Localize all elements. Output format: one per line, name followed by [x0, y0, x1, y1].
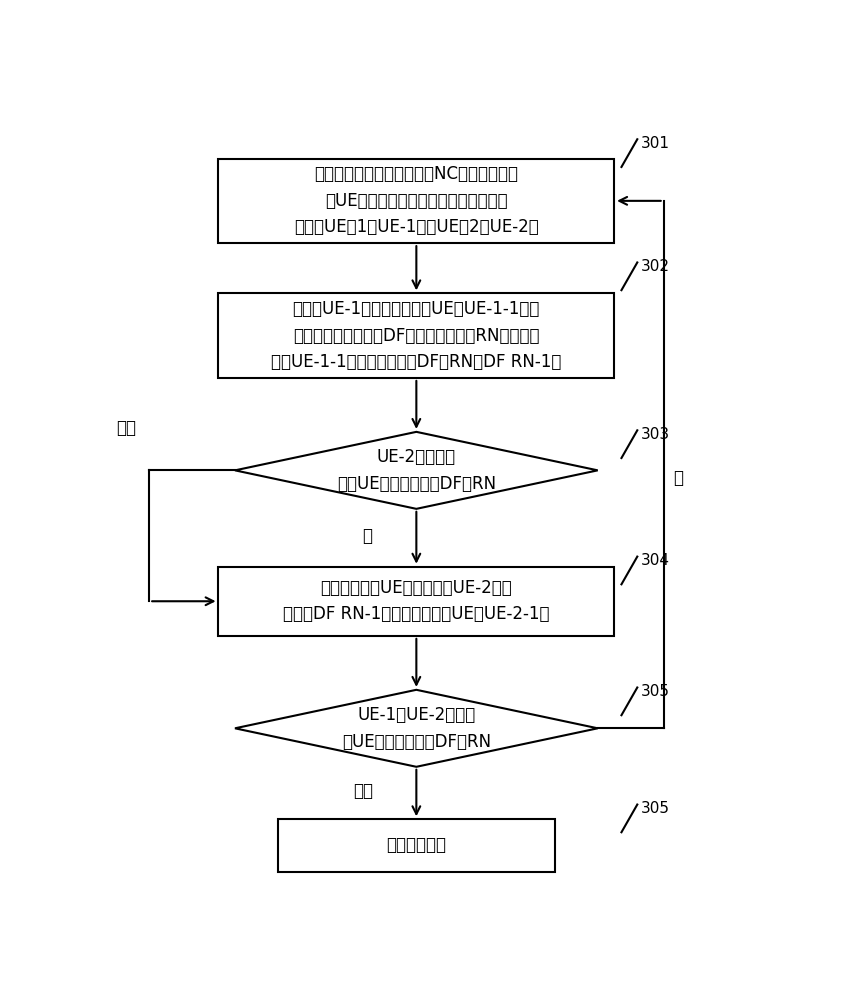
Text: 301: 301 — [641, 136, 670, 151]
FancyBboxPatch shape — [219, 293, 614, 378]
Text: 没有: 没有 — [353, 782, 374, 800]
Text: 303: 303 — [641, 427, 670, 442]
Text: UE-2中是否有
剩余UE未选取对应的DF式RN: UE-2中是否有 剩余UE未选取对应的DF式RN — [337, 448, 496, 493]
Text: 有: 有 — [674, 469, 683, 487]
FancyBboxPatch shape — [277, 819, 555, 872]
Polygon shape — [235, 432, 597, 509]
Text: 基站将准备进行网络编码（NC）的用户设备
（UE）按照信道条件的好坏分为两组，
分别为UE组1（UE-1）和UE组2（UE-2）: 基站将准备进行网络编码（NC）的用户设备 （UE）按照信道条件的好坏分为两组， … — [294, 165, 539, 236]
Text: 302: 302 — [641, 259, 670, 274]
Text: 基站从UE-1中选出任意一个UE（UE-1-1），
根据选取译码转发（DF）式中继节点（RN）的规则
为该UE-1-1选取对应的一个DF式RN（DF RN-1）: 基站从UE-1中选出任意一个UE（UE-1-1）， 根据选取译码转发（DF）式中… — [271, 300, 562, 371]
FancyBboxPatch shape — [219, 567, 614, 636]
Text: 有: 有 — [362, 527, 372, 545]
Text: UE-1和UE-2中是否
有UE未选取对应的DF式RN: UE-1和UE-2中是否 有UE未选取对应的DF式RN — [342, 706, 491, 750]
Text: 304: 304 — [641, 553, 670, 568]
FancyBboxPatch shape — [219, 158, 614, 243]
Text: 没有: 没有 — [116, 419, 136, 437]
Text: 结束处理流程: 结束处理流程 — [386, 836, 447, 854]
Polygon shape — [235, 690, 597, 767]
Text: 基站根据选择UE的规则，从UE-2中为
选取的DF RN-1选出对应的一个UE（UE-2-1）: 基站根据选择UE的规则，从UE-2中为 选取的DF RN-1选出对应的一个UE（… — [283, 579, 550, 623]
Text: 305: 305 — [641, 801, 670, 816]
Text: 305: 305 — [641, 684, 670, 699]
